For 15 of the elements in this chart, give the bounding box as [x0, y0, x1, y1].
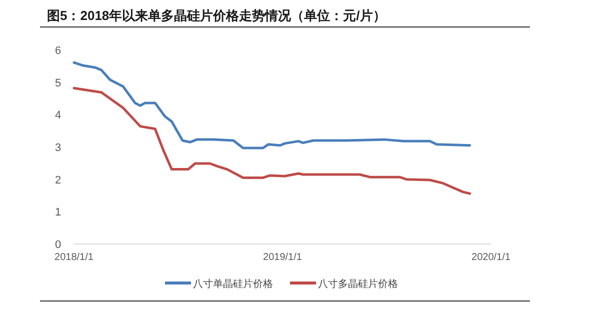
y-tick-label: 2 — [54, 174, 62, 186]
x-tick-label: 2020/1/1 — [472, 252, 511, 263]
x-tick-label: 2019/1/1 — [263, 252, 302, 263]
y-tick-label: 5 — [54, 77, 62, 90]
y-tick-label: 0 — [54, 239, 62, 251]
y-tick-label: 1 — [54, 206, 62, 219]
legend-label: 八寸多晶硅片价格 — [318, 278, 398, 290]
line-series — [72, 61, 472, 150]
chart-title: 图5：2018年以来单多晶硅片价格走势情况（单位：元/片） — [47, 8, 386, 23]
legend-label: 八寸单晶硅片价格 — [193, 278, 273, 290]
line-series — [72, 86, 472, 195]
x-tick-label: 2018/1/1 — [54, 252, 94, 263]
y-tick-label: 6 — [54, 45, 62, 57]
y-tick-label: 3 — [54, 142, 62, 154]
y-tick-label: 4 — [54, 110, 62, 122]
